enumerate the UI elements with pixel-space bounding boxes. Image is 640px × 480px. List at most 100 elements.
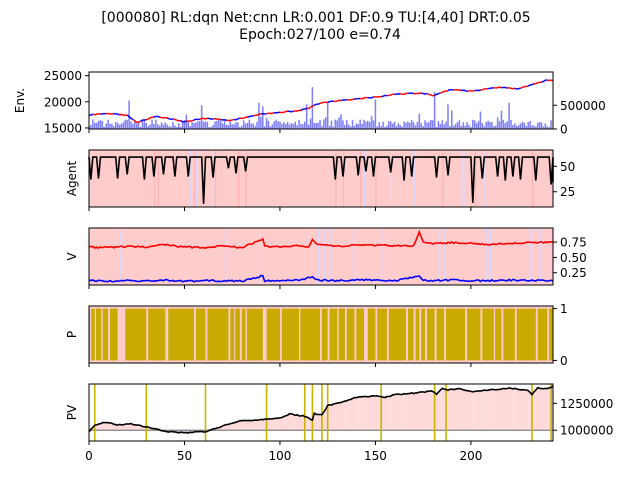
pv-area-segment xyxy=(281,416,284,431)
volume-bar xyxy=(544,123,547,129)
pv-xtick-label: 150 xyxy=(364,449,387,463)
price-segment xyxy=(180,119,183,123)
pv-area-segment xyxy=(459,388,462,431)
pv-area-segment xyxy=(457,388,460,431)
pv-area-segment xyxy=(258,419,261,431)
volume-bar xyxy=(431,120,434,129)
volume-bar xyxy=(168,126,170,129)
price-segment xyxy=(313,103,317,106)
agent-band xyxy=(531,150,534,207)
pv-area-segment xyxy=(493,389,496,431)
volume-bar xyxy=(111,123,113,129)
volume-bar xyxy=(292,123,295,129)
volume-bar xyxy=(472,119,474,129)
price-segment xyxy=(224,118,227,122)
price-segment xyxy=(419,92,422,95)
volume-bar xyxy=(349,126,352,129)
volume-bar xyxy=(550,120,552,129)
position-fill xyxy=(367,308,376,361)
pv-area-segment xyxy=(533,390,536,431)
pv-area-segment xyxy=(236,421,238,431)
pv-area-segment xyxy=(119,424,122,431)
position-fill xyxy=(356,308,364,361)
volume-bar xyxy=(283,122,285,129)
price-segment xyxy=(117,113,120,116)
pv-area-segment xyxy=(449,389,452,431)
pv-area-segment xyxy=(509,388,511,431)
price-segment xyxy=(90,113,94,116)
pv-area-segment xyxy=(398,394,401,431)
volume-bar xyxy=(347,124,350,129)
volume-bar xyxy=(430,119,432,129)
agent-band xyxy=(413,150,415,207)
volume-bar xyxy=(399,124,402,129)
agent-frame xyxy=(88,149,554,208)
pv-area-segment xyxy=(274,418,277,431)
price-segment xyxy=(508,87,512,90)
pv-area-segment xyxy=(373,395,376,431)
pv-area-segment xyxy=(134,424,137,431)
position-fill xyxy=(321,308,328,361)
pv-area-segment xyxy=(423,391,426,431)
volume-bar xyxy=(527,122,529,129)
agent-ytick-label: 50 xyxy=(560,160,575,174)
price-segment xyxy=(237,117,241,120)
volume-bar xyxy=(114,122,117,129)
pv-ylabel: PV xyxy=(65,404,79,420)
p-ytick-label: 1 xyxy=(560,302,568,316)
position-fill xyxy=(230,308,235,361)
position-fill xyxy=(148,308,166,361)
price-segment xyxy=(191,119,195,122)
pv-area-segment xyxy=(356,397,359,431)
pv-area-segment xyxy=(505,388,508,431)
volume-bar xyxy=(105,123,107,129)
pv-xtick-label: 0 xyxy=(85,449,93,463)
pv-area-segment xyxy=(425,391,427,431)
volume-bar xyxy=(340,114,342,129)
pv-area-segment xyxy=(362,396,364,431)
volume-bar xyxy=(158,125,161,129)
pv-area-segment xyxy=(308,417,311,431)
price-segment xyxy=(361,97,365,100)
volume-bar xyxy=(174,125,176,129)
price-segment xyxy=(336,99,340,102)
volume-bar xyxy=(137,122,140,129)
volume-bar xyxy=(321,126,323,129)
position-fill xyxy=(407,308,414,361)
volume-bar xyxy=(479,111,482,129)
pv-area-segment xyxy=(377,395,380,431)
pv-area-segment xyxy=(295,414,298,431)
pv-ytick-label: 1250000 xyxy=(560,397,613,411)
v-band xyxy=(438,228,440,285)
pv-area-segment xyxy=(430,390,433,431)
position-fill xyxy=(246,308,263,361)
volume-bar xyxy=(177,123,180,129)
volume-bar xyxy=(307,124,310,129)
agent-band xyxy=(190,150,192,207)
volume-bar xyxy=(336,120,338,129)
volume-bar xyxy=(202,121,205,129)
volume-bar xyxy=(452,125,455,129)
volume-bar xyxy=(393,121,396,129)
agent-band xyxy=(463,150,465,207)
price-segment xyxy=(220,118,223,121)
v-ylabel: V xyxy=(65,252,79,261)
volume-bar xyxy=(172,121,174,129)
price-segment xyxy=(430,94,434,97)
volume-bar xyxy=(120,123,123,129)
pv-area-segment xyxy=(247,420,250,431)
volume-bar xyxy=(403,121,405,129)
price-segment xyxy=(499,86,502,89)
price-segment xyxy=(359,97,363,100)
volume-bar xyxy=(447,104,449,129)
price-segment xyxy=(209,117,212,120)
agent-band xyxy=(342,150,345,207)
volume-bar xyxy=(391,123,394,129)
volume-bar xyxy=(189,126,191,129)
volume-bar xyxy=(124,119,127,129)
volume-bar xyxy=(386,125,388,129)
pv-area-segment xyxy=(323,409,326,431)
pv-area-segment xyxy=(501,388,504,431)
volume-bar xyxy=(424,120,426,129)
volume-bar xyxy=(351,120,354,129)
